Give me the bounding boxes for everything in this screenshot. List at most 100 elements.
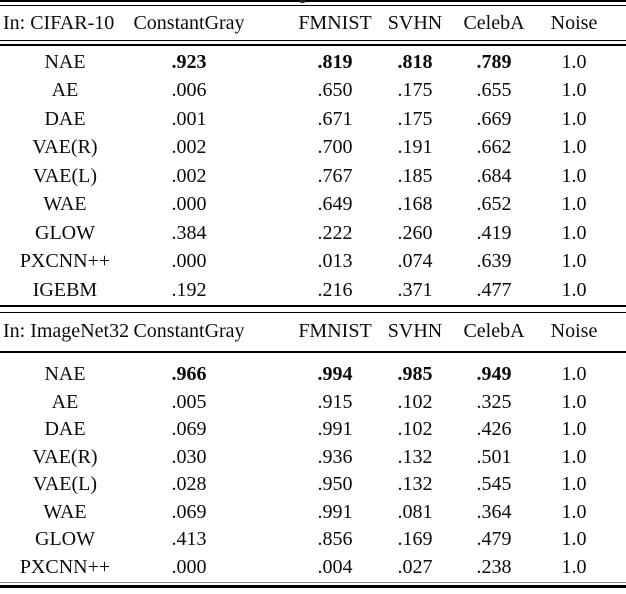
metric-value: .013 [317,250,353,273]
metric-value: .000 [171,250,207,273]
bottom-rule [0,581,626,588]
model-name: WAE [43,500,87,523]
metric-value: .662 [476,136,512,159]
table-row: VAE(R) .002 .700 .191 .662 1.0 [0,134,626,163]
metric-value: .650 [317,79,353,102]
table-row: AE .005 .915 .102 .325 1.0 [0,389,626,417]
column-header-constantgray: ConstantGray [133,320,245,342]
table-row: VAE(L) .028 .950 .132 .545 1.0 [0,471,626,499]
metric-value: 1.0 [561,500,587,523]
table-row: WAE .069 .991 .081 .364 1.0 [0,499,626,527]
metric-value: .545 [476,473,512,496]
metric-value: .818 [397,50,433,73]
metric-value: .652 [476,193,512,216]
table-row: PXCNN++ .000 .004 .027 .238 1.0 [0,554,626,582]
metric-value: .006 [171,79,207,102]
metric-value: 1.0 [561,107,587,130]
metric-value: .655 [476,79,512,102]
metric-value: 1.0 [561,473,587,496]
in-distribution-label: In: ImageNet32 [3,320,130,342]
metric-value: .102 [397,418,433,441]
metric-value: 1.0 [561,555,587,578]
column-header-fmnist: FMNIST [298,320,372,342]
cropped-caption-artifact [299,0,306,3]
metric-value: .002 [171,164,207,187]
metric-value: .819 [317,50,353,73]
table-row: WAE .000 .649 .168 .652 1.0 [0,191,626,220]
metric-value: .169 [397,528,433,551]
metric-value: .074 [397,250,433,273]
metric-value: .700 [317,136,353,159]
metric-value: .132 [397,445,433,468]
metric-value: .985 [397,363,433,386]
model-name: AE [51,79,79,102]
metric-value: .238 [476,555,512,578]
metric-value: .419 [476,221,512,244]
metric-value: .501 [476,445,512,468]
model-name: GLOW [35,528,95,551]
model-name: GLOW [35,221,95,244]
metric-value: .030 [171,445,207,468]
metric-value: .001 [171,107,207,130]
metric-value: .168 [397,193,433,216]
model-name: PXCNN++ [19,250,111,273]
model-name: NAE [44,50,86,73]
model-name: NAE [44,363,86,386]
model-name: WAE [43,193,87,216]
metric-value: 1.0 [561,390,587,413]
metric-value: .132 [397,473,433,496]
metric-value: .002 [171,136,207,159]
metric-value: .028 [171,473,207,496]
section-header-row: In: ImageNet32 ConstantGray FMNIST SVHN … [0,313,626,351]
section-cifar10: In: CIFAR-10 ConstantGray FMNIST SVHN Ce… [0,6,626,305]
metric-value: .000 [171,555,207,578]
column-header-noise: Noise [550,320,598,342]
metric-value: .949 [476,363,512,386]
metric-value: .185 [397,164,433,187]
metric-value: .789 [476,50,512,73]
metric-value: .936 [317,445,353,468]
table-row: IGEBM .192 .216 .371 .477 1.0 [0,276,626,305]
metric-value: 1.0 [561,445,587,468]
metric-value: 1.0 [561,363,587,386]
metric-value: .950 [317,473,353,496]
metric-value: 1.0 [561,136,587,159]
metric-value: .639 [476,250,512,273]
metric-value: .192 [171,278,207,301]
table-row: PXCNN++ .000 .013 .074 .639 1.0 [0,248,626,277]
metric-value: .991 [317,418,353,441]
metric-value: .966 [171,363,207,386]
metric-value: .477 [476,278,512,301]
model-name: DAE [44,107,86,130]
metric-value: .325 [476,390,512,413]
table-row: VAE(L) .002 .767 .185 .684 1.0 [0,162,626,191]
metric-value: .994 [317,363,353,386]
model-name: IGEBM [32,278,98,301]
metric-value: 1.0 [561,418,587,441]
model-name: PXCNN++ [19,555,111,578]
column-header-noise: Noise [550,11,598,34]
column-header-celeba: CelebA [463,11,525,34]
metric-value: 1.0 [561,193,587,216]
metric-value: 1.0 [561,164,587,187]
section-divider-double-rule [0,304,626,313]
metric-value: .413 [171,528,207,551]
model-name: VAE(L) [32,473,98,496]
column-header-constantgray: ConstantGray [133,11,245,34]
model-name: AE [51,390,79,413]
metric-value: .371 [397,278,433,301]
metric-value: .081 [397,500,433,523]
metric-value: .260 [397,221,433,244]
metric-value: .222 [317,221,353,244]
table-body-imagenet32: NAE .966 .994 .985 .949 1.0 AE .005 .915 .102 .325… [0,353,626,581]
table-body-cifar10: NAE .923 .819 .818 .789 1.0 AE .006 .650 .175 .655… [0,46,626,305]
metric-value: 1.0 [561,250,587,273]
metric-value: 1.0 [561,528,587,551]
metric-value: .069 [171,418,207,441]
metric-value: .005 [171,390,207,413]
metric-value: .102 [397,390,433,413]
header-separator-rule [0,350,626,353]
metric-value: 1.0 [561,221,587,244]
metric-value: .669 [476,107,512,130]
metric-value: .175 [397,107,433,130]
